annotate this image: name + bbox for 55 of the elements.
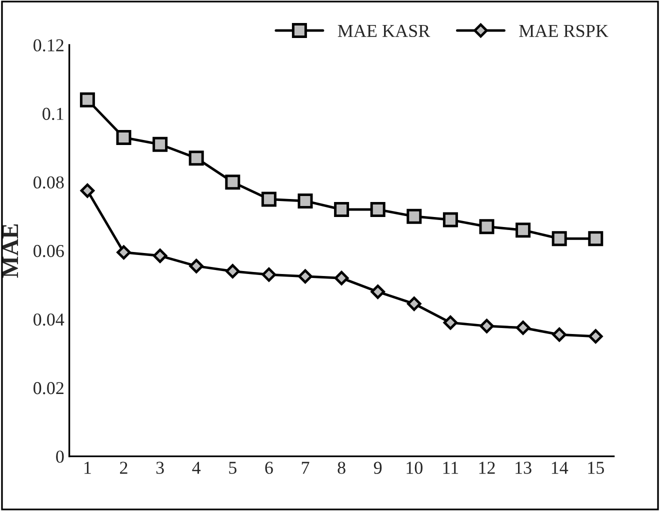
point [225, 174, 240, 190]
x-tick-label: 11 [443, 462, 458, 474]
point [552, 327, 566, 342]
point [480, 318, 494, 334]
point [80, 92, 95, 108]
x-tick-label: 13 [516, 462, 532, 474]
point [552, 231, 567, 246]
point [588, 231, 604, 246]
x-tick-label: 6 [265, 462, 273, 474]
point [516, 320, 530, 335]
point [116, 130, 132, 146]
x-tick-label: 2 [120, 462, 128, 474]
x-tick-label: 4 [192, 462, 201, 474]
x-tick-label: 12 [479, 462, 495, 474]
point [188, 150, 204, 166]
y-tick-label: 0.06 [34, 244, 64, 258]
y-tick-label: 0.04 [34, 313, 64, 326]
point [406, 208, 422, 224]
x-tick-label: 7 [302, 462, 310, 474]
point [442, 212, 458, 228]
x-tick-label: 5 [229, 462, 236, 474]
y-tick-label: 0.12 [34, 39, 64, 52]
y-axis-title: MAE [2, 224, 18, 278]
point [152, 136, 168, 152]
point [226, 264, 240, 278]
legend-label: MAE KASR [338, 24, 430, 38]
y-tick-label: 0 [56, 450, 64, 463]
point [370, 202, 386, 218]
point [516, 222, 531, 238]
x-tick-label: 14 [552, 462, 568, 474]
x-tick-label: 10 [406, 462, 422, 474]
point [80, 184, 95, 198]
y-tick-label: 0.1 [42, 108, 64, 120]
point [298, 269, 312, 284]
x-tick-label: 8 [338, 462, 346, 474]
x-tick-label: 15 [588, 462, 604, 474]
x-tick-label: 9 [374, 462, 382, 474]
point [298, 193, 313, 208]
point [189, 258, 204, 274]
point [334, 202, 350, 218]
point [116, 245, 131, 260]
point [262, 268, 276, 282]
point [370, 284, 385, 299]
legend-label: MAE RSPK [519, 24, 608, 38]
y-tick-label: 0.08 [34, 176, 64, 189]
point [407, 296, 422, 311]
point [334, 270, 349, 286]
point [443, 315, 458, 330]
x-tick-label: 1 [84, 462, 91, 474]
point [588, 329, 603, 344]
point [261, 192, 276, 207]
x-tick-label: 3 [156, 462, 164, 474]
point [479, 219, 494, 234]
y-tick-label: 0.02 [34, 382, 64, 394]
point [152, 248, 168, 263]
